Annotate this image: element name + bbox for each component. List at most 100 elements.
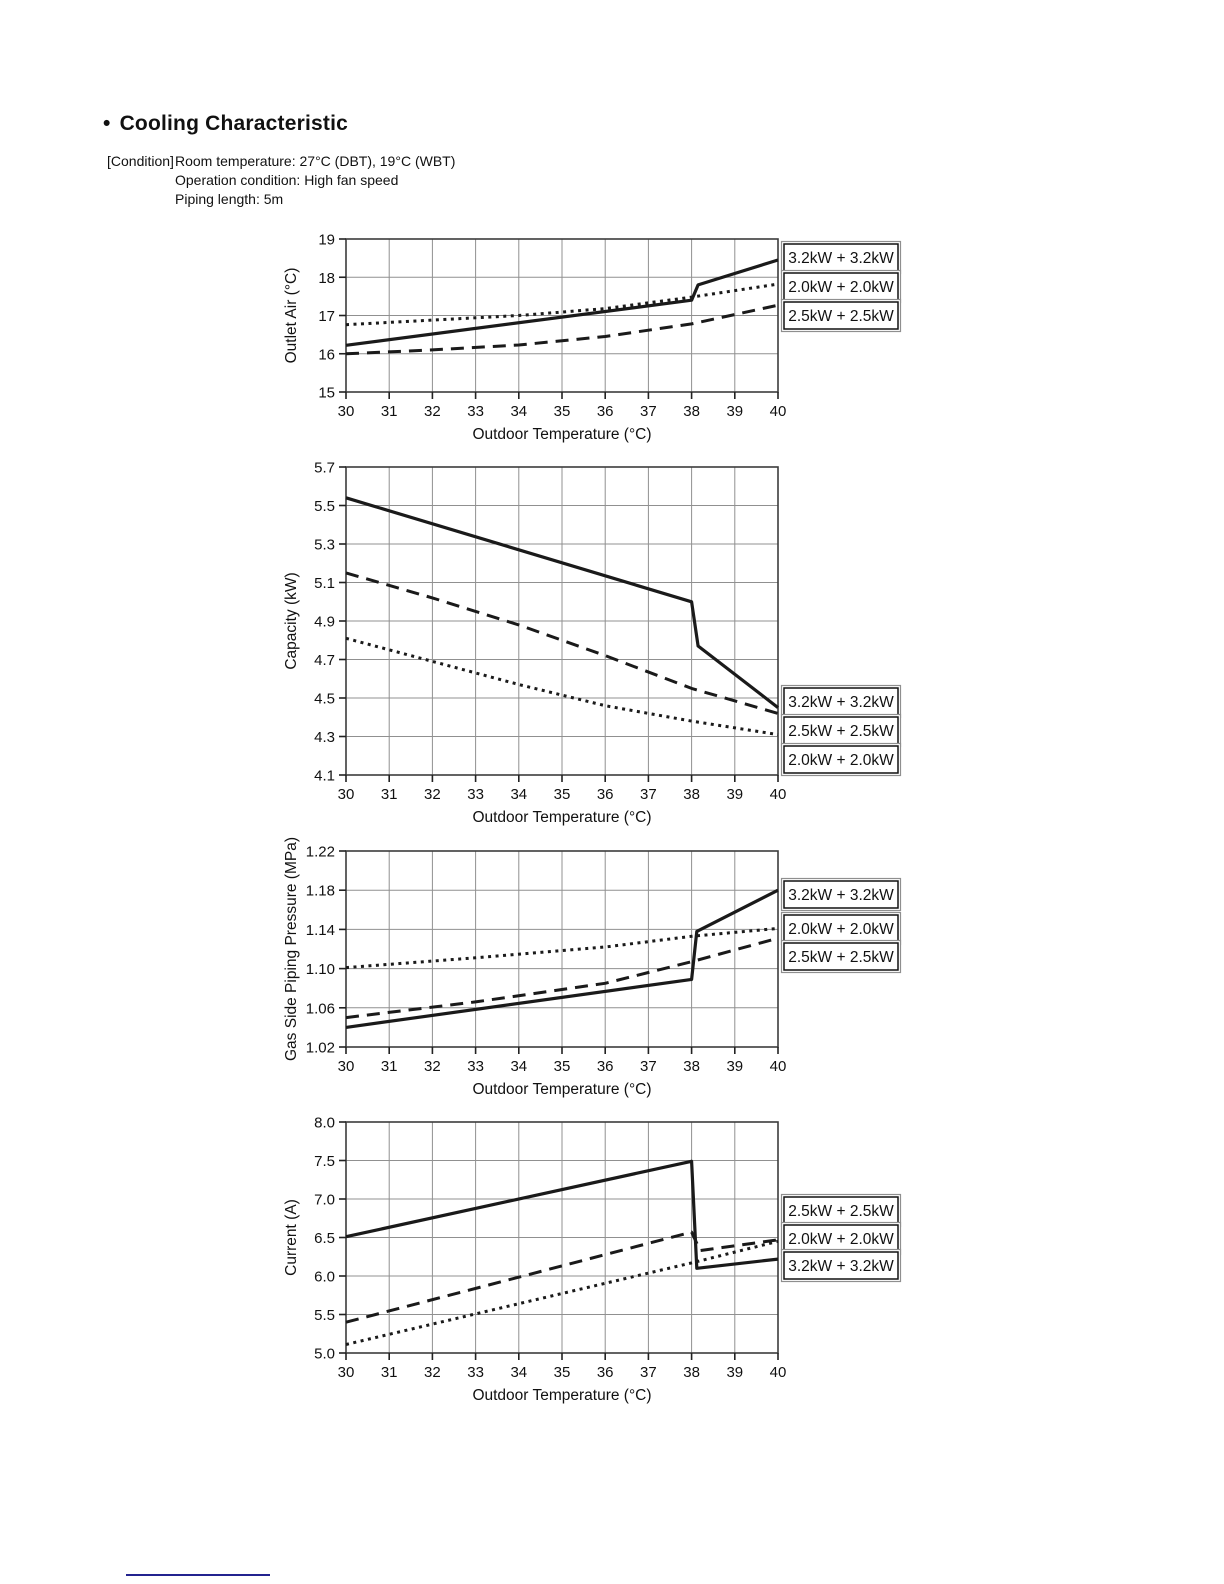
series-line (345, 258, 779, 347)
title-bullet: • (103, 112, 111, 135)
legend-label: 2.0kW + 2.0kW (788, 1231, 894, 1248)
legend-label: 3.2kW + 3.2kW (788, 694, 894, 711)
series-line (345, 282, 779, 327)
series-line (345, 888, 779, 1029)
x-axis-title: Outdoor Temperature (°C) (472, 1387, 651, 1404)
x-tick-label: 40 (770, 1364, 787, 1381)
y-tick-label: 5.5 (314, 498, 335, 515)
condition-label: [Condition] (107, 153, 174, 169)
x-tick-label: 33 (467, 1364, 484, 1381)
y-tick-label: 17 (318, 308, 335, 325)
y-tick-label: 7.5 (314, 1153, 335, 1170)
y-tick-label: 16 (318, 346, 335, 363)
legend-box (783, 914, 899, 943)
legend-box (783, 1224, 899, 1253)
y-axis-title: Capacity (kW) (283, 572, 300, 669)
x-tick-label: 31 (381, 786, 398, 803)
y-tick-label: 4.9 (314, 614, 335, 631)
x-tick-label: 39 (726, 1058, 743, 1075)
y-tick-label: 4.1 (314, 768, 335, 785)
x-axis-title: Outdoor Temperature (°C) (472, 809, 651, 826)
y-tick-label: 19 (318, 232, 335, 249)
x-tick-label: 36 (597, 403, 614, 420)
condition-line-operation: Operation condition: High fan speed (175, 172, 399, 188)
legend-label: 3.2kW + 3.2kW (788, 250, 894, 267)
x-tick-label: 32 (424, 1058, 441, 1075)
x-axis-title: Outdoor Temperature (°C) (472, 426, 651, 443)
x-axis-title: Outdoor Temperature (°C) (472, 1081, 651, 1098)
y-tick-label: 1.02 (306, 1040, 335, 1057)
legend-label: 2.0kW + 2.0kW (788, 279, 894, 296)
x-tick-label: 31 (381, 403, 398, 420)
x-tick-label: 32 (424, 786, 441, 803)
x-tick-label: 37 (640, 403, 657, 420)
x-tick-label: 35 (554, 1364, 571, 1381)
x-tick-label: 39 (726, 1364, 743, 1381)
legend-label: 2.0kW + 2.0kW (788, 921, 894, 938)
legend-box (783, 716, 899, 745)
x-tick-label: 30 (338, 786, 355, 803)
legend-box (783, 243, 899, 272)
x-tick-label: 33 (467, 786, 484, 803)
y-tick-label: 4.7 (314, 652, 335, 669)
x-tick-label: 30 (338, 403, 355, 420)
x-tick-label: 36 (597, 786, 614, 803)
condition-row: [Condition] Room temperature: 27°C (DBT)… (107, 152, 455, 171)
chart-outlet-air: 30 31 32 33 34 35 36 37 38 39 40 15 16 17 18 19 Outlet A… (283, 232, 902, 443)
x-tick-label: 31 (381, 1364, 398, 1381)
x-tick-label: 36 (597, 1364, 614, 1381)
legend-label: 3.2kW + 3.2kW (788, 887, 894, 904)
x-tick-label: 33 (467, 403, 484, 420)
y-tick-label: 8.0 (314, 1115, 335, 1132)
y-axis-title: Current (A) (283, 1199, 300, 1276)
x-tick-label: 38 (683, 786, 700, 803)
x-tick-label: 31 (381, 1058, 398, 1075)
x-tick-label: 30 (338, 1058, 355, 1075)
legend-label: 2.5kW + 2.5kW (788, 1203, 894, 1220)
x-tick-label: 40 (770, 786, 787, 803)
x-tick-label: 37 (640, 1364, 657, 1381)
condition-row: Operation condition: High fan speed (107, 171, 455, 190)
y-tick-label: 6.0 (314, 1269, 335, 1286)
series-line (345, 1159, 779, 1270)
y-tick-label: 7.0 (314, 1192, 335, 1209)
y-tick-label: 18 (318, 270, 335, 287)
y-tick-label: 1.18 (306, 883, 335, 900)
y-tick-label: 5.5 (314, 1307, 335, 1324)
chart-gas-side-piping-pressure: 30 31 32 33 34 35 36 37 38 39 40 1.02 1.06 1.10 1.14 1.… (283, 837, 902, 1098)
x-tick-label: 33 (467, 1058, 484, 1075)
legend-label: 2.5kW + 2.5kW (788, 723, 894, 740)
legend-label: 3.2kW + 3.2kW (788, 1258, 894, 1275)
condition-row: Piping length: 5m (107, 190, 455, 209)
chart-current: 30 31 32 33 34 35 36 37 38 39 40 5.0 5.5 6.0 6.5 7.0 7.5… (283, 1115, 902, 1404)
condition-line-room-temperature: Room temperature: 27°C (DBT), 19°C (WBT) (175, 153, 456, 169)
page-title: • Cooling Characteristic (103, 112, 348, 136)
series-line (345, 571, 779, 715)
x-tick-label: 35 (554, 786, 571, 803)
y-tick-label: 1.06 (306, 1000, 335, 1017)
x-tick-label: 37 (640, 1058, 657, 1075)
y-tick-label: 5.7 (314, 460, 335, 477)
x-tick-label: 38 (683, 403, 700, 420)
legend-box (783, 745, 899, 774)
x-tick-label: 30 (338, 1364, 355, 1381)
x-tick-label: 40 (770, 1058, 787, 1075)
x-tick-label: 39 (726, 786, 743, 803)
series-line (345, 636, 779, 737)
y-tick-label: 1.10 (306, 961, 335, 978)
x-tick-label: 34 (510, 403, 527, 420)
legend-label: 2.0kW + 2.0kW (788, 752, 894, 769)
series-line (345, 926, 779, 970)
legend-box (783, 942, 899, 971)
y-tick-label: 5.1 (314, 575, 335, 592)
x-tick-label: 34 (510, 1364, 527, 1381)
y-axis-title: Gas Side Piping Pressure (MPa) (283, 837, 300, 1061)
x-tick-label: 38 (683, 1058, 700, 1075)
x-tick-label: 35 (554, 1058, 571, 1075)
y-tick-label: 5.0 (314, 1346, 335, 1363)
y-tick-label: 4.5 (314, 691, 335, 708)
series-line (345, 1239, 779, 1346)
y-axis-title: Outlet Air (°C) (283, 268, 300, 364)
x-tick-label: 39 (726, 403, 743, 420)
